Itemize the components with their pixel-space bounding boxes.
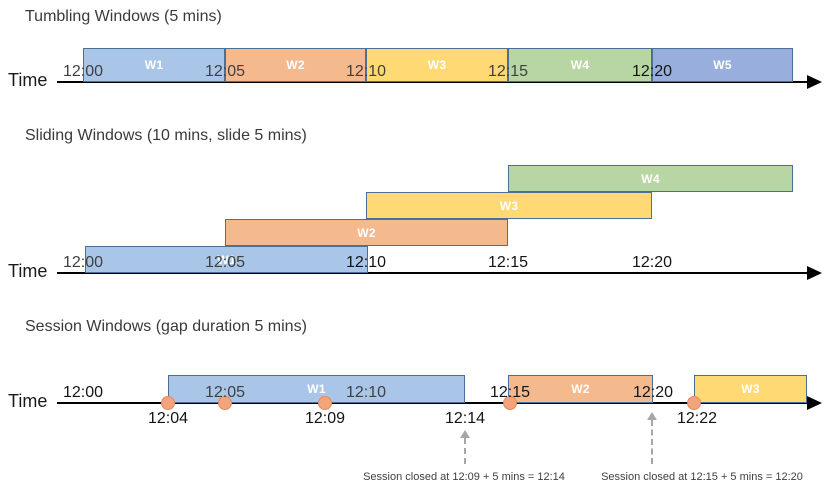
tumbling-tick-1210: 12:10 [345, 63, 387, 80]
session-close-arrow-1-head-icon [460, 430, 470, 438]
session-tick-1215: 12:15 [489, 384, 531, 401]
tumbling-w5-bar: W5 [652, 48, 793, 82]
session-closed-annotation-2: Session closed at 12:15 + 5 mins = 12:20 [601, 471, 803, 483]
sliding-w2-label: W2 [357, 225, 376, 240]
session-event-label-1214: 12:14 [444, 410, 486, 427]
tumbling-timeline-arrowhead-icon [807, 75, 822, 89]
session-tick-1205: 12:05 [204, 384, 246, 401]
tumbling-w3-bar: W3 [366, 48, 508, 82]
tumbling-timeline [57, 81, 808, 83]
session-close-arrow-1 [464, 438, 466, 464]
session-close-arrow-2-head-icon [647, 412, 657, 420]
session-w2-bar: W2 [508, 375, 653, 403]
tumbling-w2-label: W2 [286, 58, 305, 72]
session-event-label-1209: 12:09 [304, 410, 346, 427]
sliding-w4-label: W4 [641, 171, 660, 186]
event-dot-1222 [687, 396, 701, 410]
tumbling-tick-1200: 12:00 [62, 63, 104, 80]
session-event-label-1204: 12:04 [147, 410, 189, 427]
tumbling-w2-bar: W2 [225, 48, 366, 82]
sliding-tick-1220: 12:20 [631, 254, 673, 271]
event-dot-1205 [218, 396, 232, 410]
session-time-axis-label: Time [8, 391, 48, 411]
tumbling-tick-1215: 12:15 [487, 63, 529, 80]
sliding-w4-bar: W4 [508, 165, 793, 192]
session-event-label-1222: 12:22 [676, 410, 718, 427]
tumbling-section-title: Tumbling Windows (5 mins) [25, 8, 222, 25]
session-w3-bar: W3 [694, 375, 807, 403]
sliding-w1-bar: W1 [85, 246, 368, 273]
tumbling-w1-bar: W1 [83, 48, 225, 82]
tumbling-w1-label: W1 [144, 58, 164, 72]
session-tick-1200: 12:00 [62, 384, 104, 401]
session-w1-label: W1 [307, 382, 326, 396]
session-timeline [57, 402, 808, 404]
tumbling-w4-bar: W4 [508, 48, 652, 82]
session-close-arrow-2 [651, 420, 653, 464]
session-tick-1210: 12:10 [345, 384, 387, 401]
sliding-tick-1215: 12:15 [487, 254, 529, 271]
event-dot-1204 [161, 396, 175, 410]
session-section-title: Session Windows (gap duration 5 mins) [25, 318, 307, 335]
session-closed-annotation-1: Session closed at 12:09 + 5 mins = 12:14 [363, 471, 565, 483]
session-w1-bar: W1 [168, 375, 465, 403]
sliding-w3-bar: W3 [366, 192, 652, 219]
sliding-section-title: Sliding Windows (10 mins, slide 5 mins) [25, 127, 307, 144]
session-w2-label: W2 [571, 382, 590, 396]
sliding-tick-1210: 12:10 [345, 254, 387, 271]
sliding-timeline-arrowhead-icon [807, 266, 822, 280]
tumbling-time-axis-label: Time [8, 70, 48, 90]
sliding-timeline [57, 272, 808, 274]
tumbling-tick-1205: 12:05 [204, 63, 246, 80]
event-dot-1215 [503, 396, 517, 410]
sliding-tick-1205: 12:05 [204, 254, 246, 271]
event-dot-1209 [318, 396, 332, 410]
tumbling-tick-1220: 12:20 [631, 63, 673, 80]
session-timeline-arrowhead-icon [807, 396, 822, 410]
sliding-time-axis-label: Time [8, 261, 48, 281]
sliding-w2-bar: W2 [225, 219, 508, 246]
tumbling-w4-label: W4 [570, 58, 590, 72]
sliding-w1-label: W1 [217, 252, 236, 267]
tumbling-w3-label: W3 [427, 58, 447, 72]
sliding-w3-label: W3 [499, 198, 519, 213]
session-tick-1220: 12:20 [632, 384, 674, 401]
sliding-tick-1200: 12:00 [62, 254, 104, 271]
session-w3-label: W3 [741, 382, 760, 396]
tumbling-w5-label: W5 [713, 58, 732, 72]
